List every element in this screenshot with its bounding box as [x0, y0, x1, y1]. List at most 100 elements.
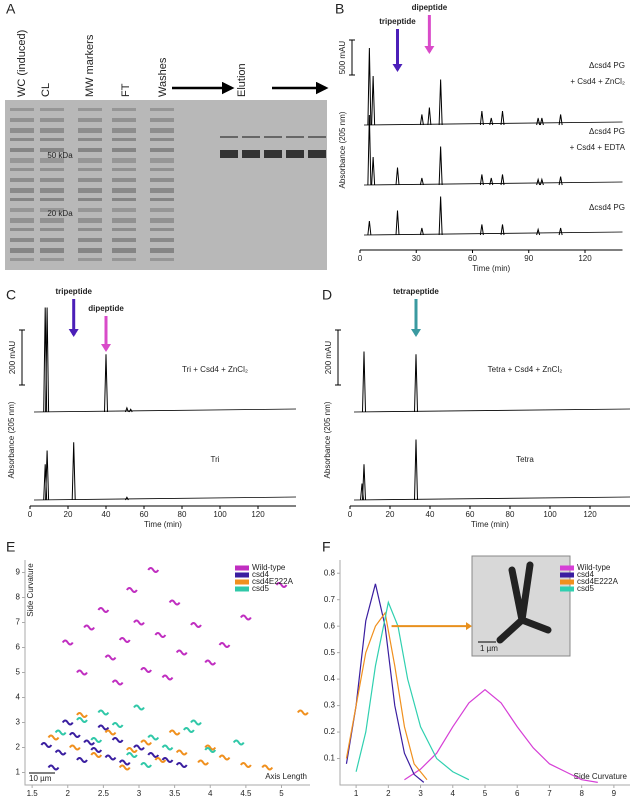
gel-band — [10, 238, 34, 242]
gel-band — [112, 118, 136, 122]
peak — [558, 176, 563, 186]
lane-label: CL — [40, 83, 52, 97]
annotation-arrowhead — [411, 329, 421, 337]
peak — [71, 442, 76, 501]
cell-point — [76, 717, 88, 723]
cell-point — [97, 724, 110, 731]
cell-point — [147, 752, 160, 758]
peak — [367, 114, 372, 186]
panel-label: F — [322, 539, 331, 555]
gel-band — [112, 238, 136, 242]
x-tick-label: 3 — [137, 789, 142, 798]
gel-band — [78, 258, 102, 261]
gel-band — [78, 128, 102, 133]
x-tick-label: 4 — [208, 789, 213, 798]
gel-band — [40, 198, 64, 201]
gel-band — [112, 258, 136, 261]
annotation: tripeptide — [55, 287, 92, 296]
y-tick-label: 0.5 — [324, 648, 336, 657]
gel-band — [40, 158, 64, 163]
y-tick-label: 1 — [16, 768, 21, 777]
cell-point — [161, 744, 174, 751]
gel-band — [242, 150, 260, 158]
cell-point — [40, 742, 53, 748]
trace-name: Tri — [210, 455, 219, 464]
cell-point — [90, 752, 103, 758]
cell-point — [161, 674, 174, 681]
gel-band — [40, 178, 64, 182]
y-tick-label: 0.2 — [324, 727, 336, 736]
gel-band — [10, 108, 34, 111]
x-tick-label: 0 — [358, 254, 363, 263]
gel-band — [150, 188, 174, 193]
gel-band — [40, 138, 64, 141]
cell-point — [240, 762, 252, 768]
baseline — [363, 121, 623, 126]
gel-band — [308, 150, 326, 158]
gel-band — [150, 178, 174, 182]
y-tick-label: 0.1 — [324, 754, 336, 763]
axes — [24, 560, 310, 786]
gel-band — [78, 208, 102, 212]
legend-swatch — [235, 579, 249, 585]
gel-band — [150, 218, 174, 223]
trace-label: Tri + Csd4 + ZnCl₂ — [182, 365, 248, 374]
cell-point — [190, 719, 202, 726]
y-tick-label: 2 — [16, 743, 21, 752]
x-tick-label: 100 — [543, 510, 557, 519]
gel-image — [5, 100, 327, 270]
cell-point — [133, 744, 145, 751]
x-tick-label: 2 — [66, 789, 71, 798]
peak — [371, 156, 376, 186]
gel-band — [112, 188, 136, 193]
gel-band — [112, 208, 136, 212]
annotation-arrowhead — [68, 329, 79, 337]
cell-point — [83, 739, 95, 746]
trace-label: Δcsd4 PG — [589, 61, 625, 70]
peak — [371, 75, 376, 126]
y-tick-label: 5 — [16, 668, 21, 677]
cell-point — [104, 754, 117, 761]
cell-point — [126, 752, 138, 758]
x-tick-label: 5 — [483, 789, 488, 798]
cell-point — [218, 642, 231, 648]
peak — [104, 354, 108, 413]
gel-band — [78, 178, 102, 182]
legend-label: csd4 — [577, 570, 594, 579]
cell-point — [183, 727, 195, 733]
peak — [500, 110, 505, 126]
annotation: dipeptide — [88, 304, 124, 313]
x-axis-title: Side Curvature — [574, 772, 628, 781]
trace-label: Δcsd4 PG — [589, 127, 625, 136]
cell-point — [161, 757, 174, 763]
lane-label: Washes — [157, 57, 169, 97]
marker-label: 50 kDa — [47, 151, 73, 160]
cell-point — [297, 709, 309, 716]
baseline — [353, 408, 631, 413]
peak — [427, 107, 432, 126]
trace-name: Tetra + Csd4 + ZnCl₂ — [488, 365, 563, 374]
gel-band — [112, 108, 136, 111]
scale-bar — [335, 329, 341, 386]
gel-band — [150, 118, 174, 122]
trace-treatment: + Csd4 + EDTA — [570, 143, 626, 152]
cell-point — [232, 739, 245, 746]
trace-label: Tetra — [516, 455, 534, 464]
scale-bar-label: 500 mAU — [338, 41, 347, 75]
gel-band — [112, 138, 136, 141]
scale-label: 1 µm — [480, 644, 498, 653]
gel-band — [78, 228, 102, 231]
gel-band — [150, 138, 174, 141]
gel-band — [150, 158, 174, 163]
legend-swatch — [560, 586, 574, 592]
peak — [45, 450, 50, 501]
peak — [414, 354, 418, 413]
trace-name: Tri + Csd4 + ZnCl₂ — [182, 365, 248, 374]
cell-point — [133, 704, 145, 711]
cell-point — [69, 744, 81, 751]
cell-point — [261, 764, 274, 771]
gel-band — [150, 238, 174, 242]
y-axis-title: Side Curvature — [26, 563, 35, 617]
cell-point — [111, 722, 124, 728]
gel-band — [78, 148, 102, 152]
